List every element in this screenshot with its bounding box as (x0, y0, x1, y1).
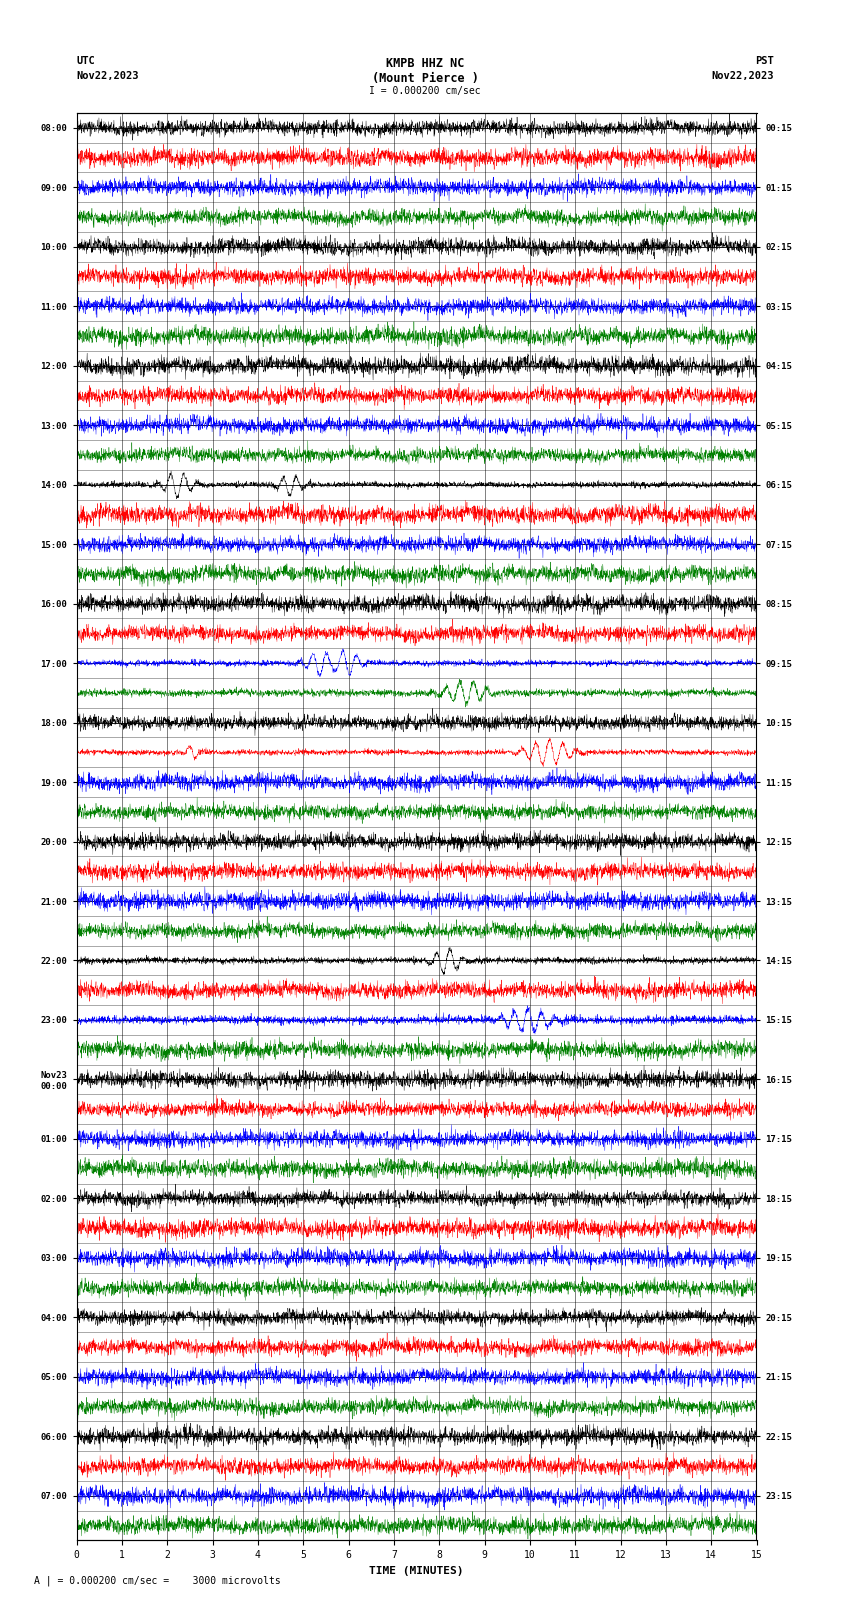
Text: I = 0.000200 cm/sec: I = 0.000200 cm/sec (369, 85, 481, 97)
Text: (Mount Pierce ): (Mount Pierce ) (371, 71, 479, 85)
Text: Nov22,2023: Nov22,2023 (76, 71, 139, 81)
Text: PST: PST (755, 56, 774, 66)
Text: UTC: UTC (76, 56, 95, 66)
Text: KMPB HHZ NC: KMPB HHZ NC (386, 56, 464, 71)
Text: Nov22,2023: Nov22,2023 (711, 71, 774, 81)
X-axis label: TIME (MINUTES): TIME (MINUTES) (369, 1566, 464, 1576)
Text: A | = 0.000200 cm/sec =    3000 microvolts: A | = 0.000200 cm/sec = 3000 microvolts (34, 1576, 280, 1586)
